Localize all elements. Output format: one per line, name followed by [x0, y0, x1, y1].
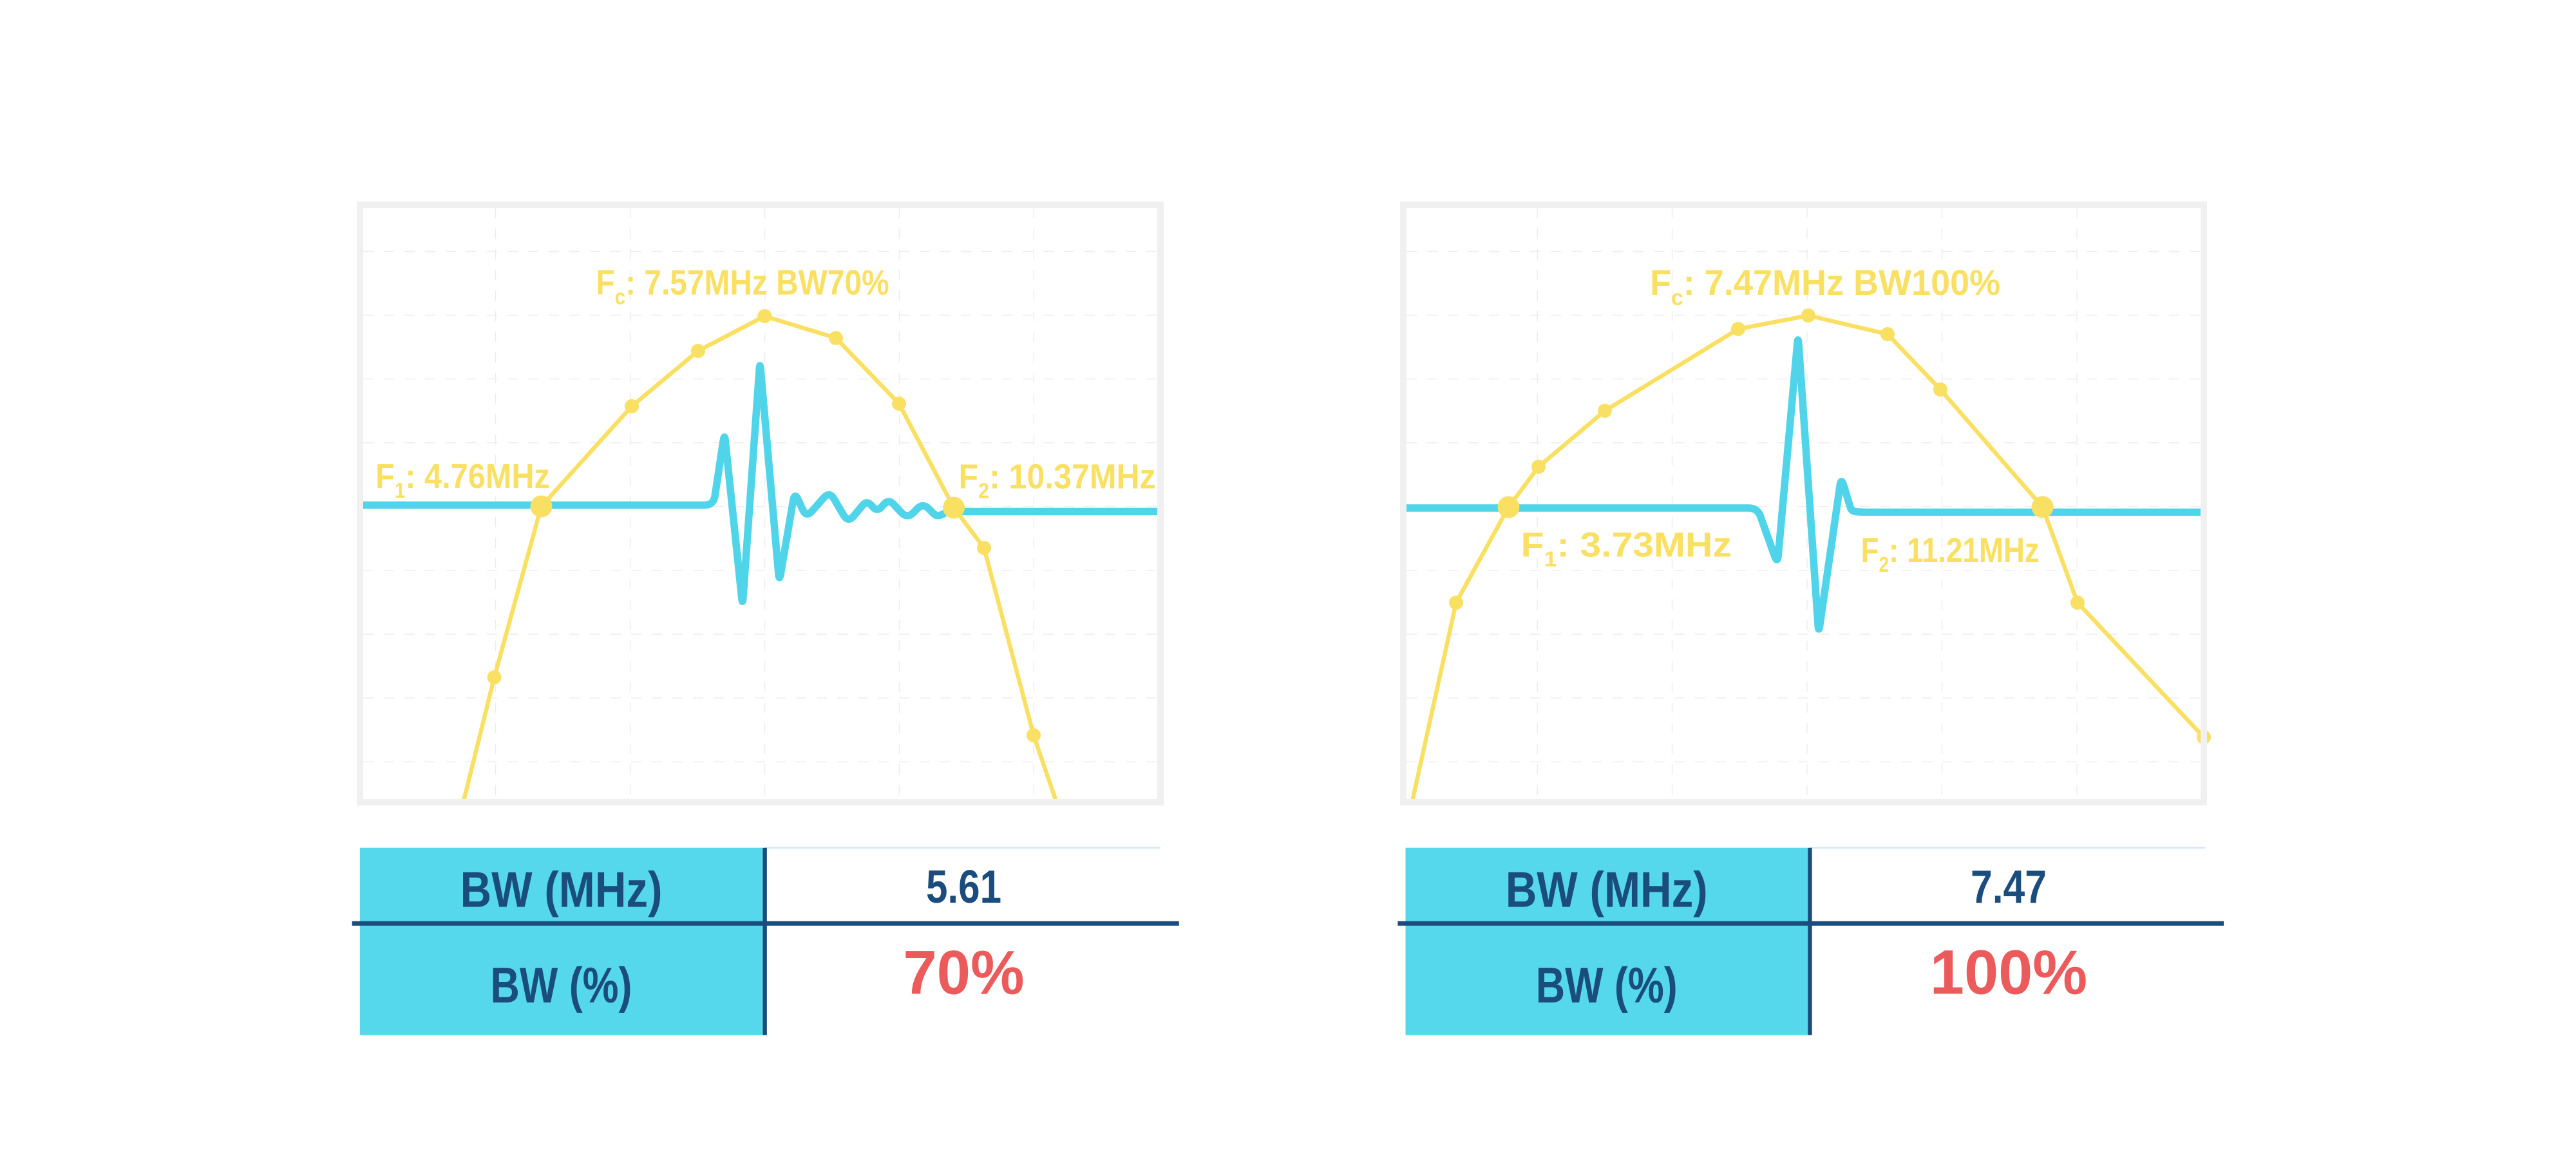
svg-text:BW (MHz): BW (MHz)	[1506, 862, 1708, 918]
svg-text:F2: 10.37MHz: F2: 10.37MHz	[959, 458, 1156, 503]
svg-text:7.47: 7.47	[1971, 861, 2047, 913]
svg-text:BW (%): BW (%)	[491, 958, 632, 1014]
svg-text:F1: 3.73MHz: F1: 3.73MHz	[1521, 525, 1732, 571]
svg-text:BW (MHz): BW (MHz)	[460, 862, 662, 918]
svg-text:F1: 4.76MHz: F1: 4.76MHz	[375, 456, 550, 503]
svg-text:70%: 70%	[903, 937, 1024, 1008]
svg-text:Fc: 7.47MHz BW100%: Fc: 7.47MHz BW100%	[1650, 262, 2000, 310]
svg-text:5.61: 5.61	[926, 861, 1001, 913]
svg-text:Fc: 7.57MHz BW70%: Fc: 7.57MHz BW70%	[596, 262, 889, 309]
svg-text:BW (%): BW (%)	[1536, 958, 1678, 1014]
svg-text:100%: 100%	[1930, 938, 2087, 1008]
svg-text:F2: 11.21MHz: F2: 11.21MHz	[1861, 531, 2040, 576]
